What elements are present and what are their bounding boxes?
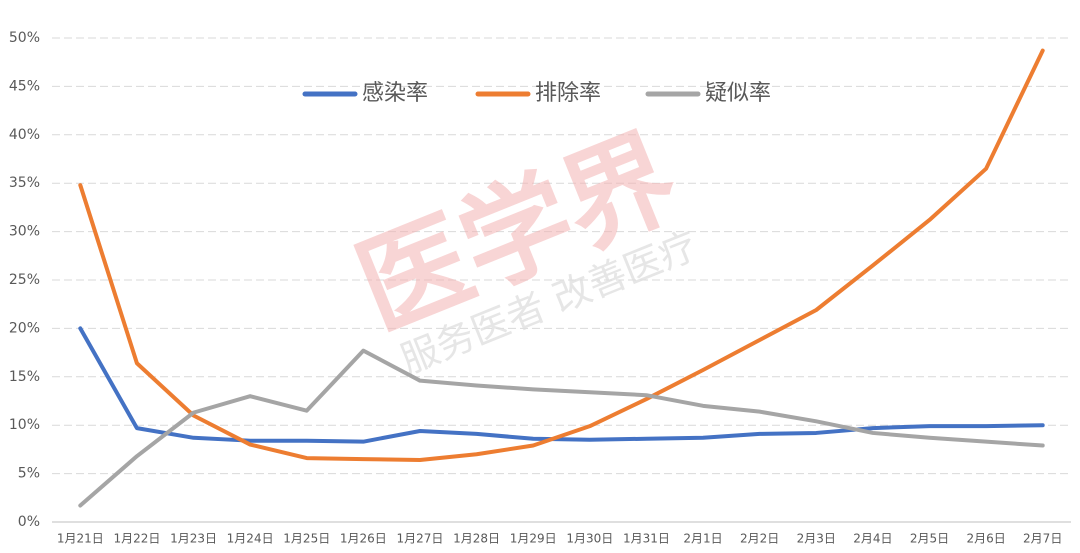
legend-label: 排除率 [535, 81, 601, 106]
x-tick-label: 2月6日 [966, 532, 1005, 546]
x-tick-label: 2月7日 [1023, 532, 1062, 546]
x-tick-label: 2月5日 [910, 532, 949, 546]
y-tick-label: 25% [9, 272, 40, 288]
x-tick-label: 1月27日 [397, 532, 444, 546]
x-tick-label: 1月26日 [340, 532, 387, 546]
y-tick-label: 35% [9, 175, 40, 191]
series-line [78, 48, 1045, 463]
x-tick-label: 2月4日 [853, 532, 892, 546]
x-tick-label: 2月2日 [740, 532, 779, 546]
x-tick-label: 1月22日 [113, 532, 160, 546]
y-tick-label: 0% [18, 514, 40, 530]
x-tick-label: 2月1日 [683, 532, 722, 546]
grid [52, 37, 1071, 523]
y-tick-label: 40% [9, 127, 40, 143]
y-tick-label: 20% [9, 320, 40, 336]
legend-label: 疑似率 [705, 81, 771, 106]
series-line [78, 326, 1045, 444]
y-tick-label: 30% [9, 224, 40, 240]
y-tick-label: 15% [9, 369, 40, 385]
y-tick-label: 10% [9, 417, 40, 433]
x-tick-label: 1月21日 [57, 532, 104, 546]
x-tick-label: 1月28日 [453, 532, 500, 546]
y-tick-label: 50% [9, 30, 40, 46]
legend-label: 感染率 [362, 81, 428, 106]
x-tick-label: 2月3日 [797, 532, 836, 546]
x-tick-label: 1月24日 [227, 532, 274, 546]
y-tick-label: 5% [18, 466, 40, 482]
x-tick-label: 1月23日 [170, 532, 217, 546]
y-tick-label: 45% [9, 78, 40, 94]
x-tick-label: 1月30日 [566, 532, 613, 546]
series-line [78, 348, 1045, 508]
watermark-group: 医学界 服务医者 改善医疗 [340, 112, 704, 383]
x-tick-label: 1月25日 [283, 532, 330, 546]
x-tick-label: 1月29日 [510, 532, 557, 546]
x-tick-label: 1月31日 [623, 532, 670, 546]
